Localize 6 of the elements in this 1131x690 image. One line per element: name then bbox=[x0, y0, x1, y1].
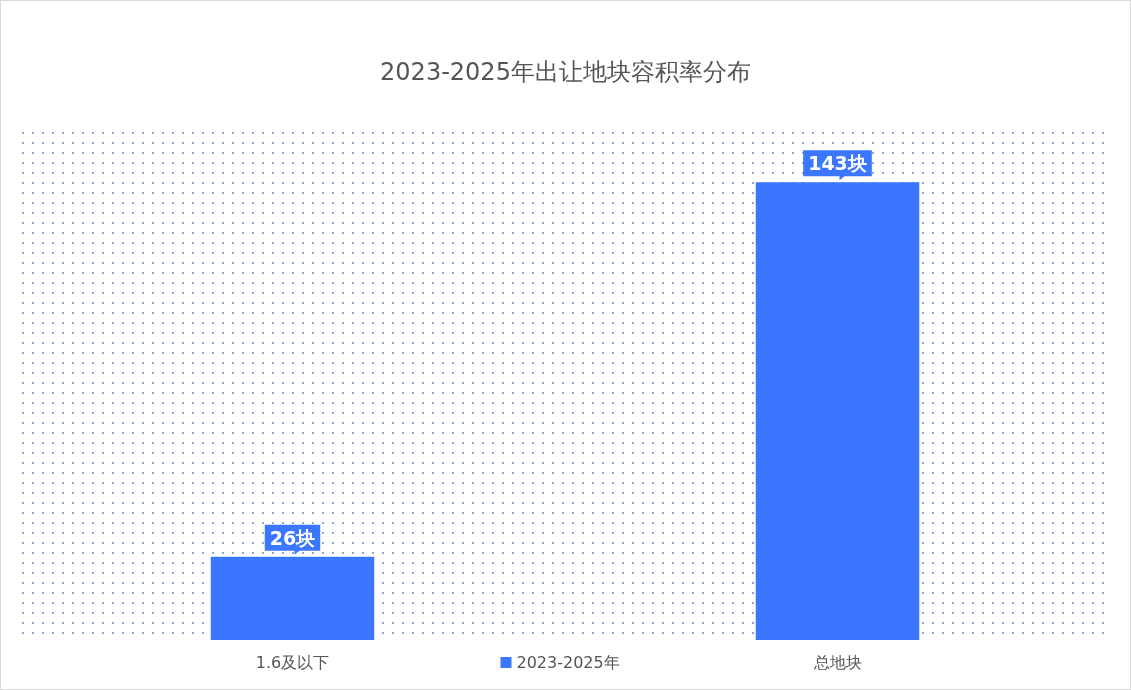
legend-label: 2023-2025年 bbox=[516, 653, 620, 672]
x-tick-label: 1.6及以下 bbox=[255, 653, 330, 672]
x-tick-label: 总地块 bbox=[812, 653, 862, 672]
chart-title: 2023-2025年出让地块容积率分布 bbox=[380, 58, 751, 86]
data-label: 26块 bbox=[269, 526, 316, 549]
data-label: 143块 bbox=[808, 152, 867, 175]
